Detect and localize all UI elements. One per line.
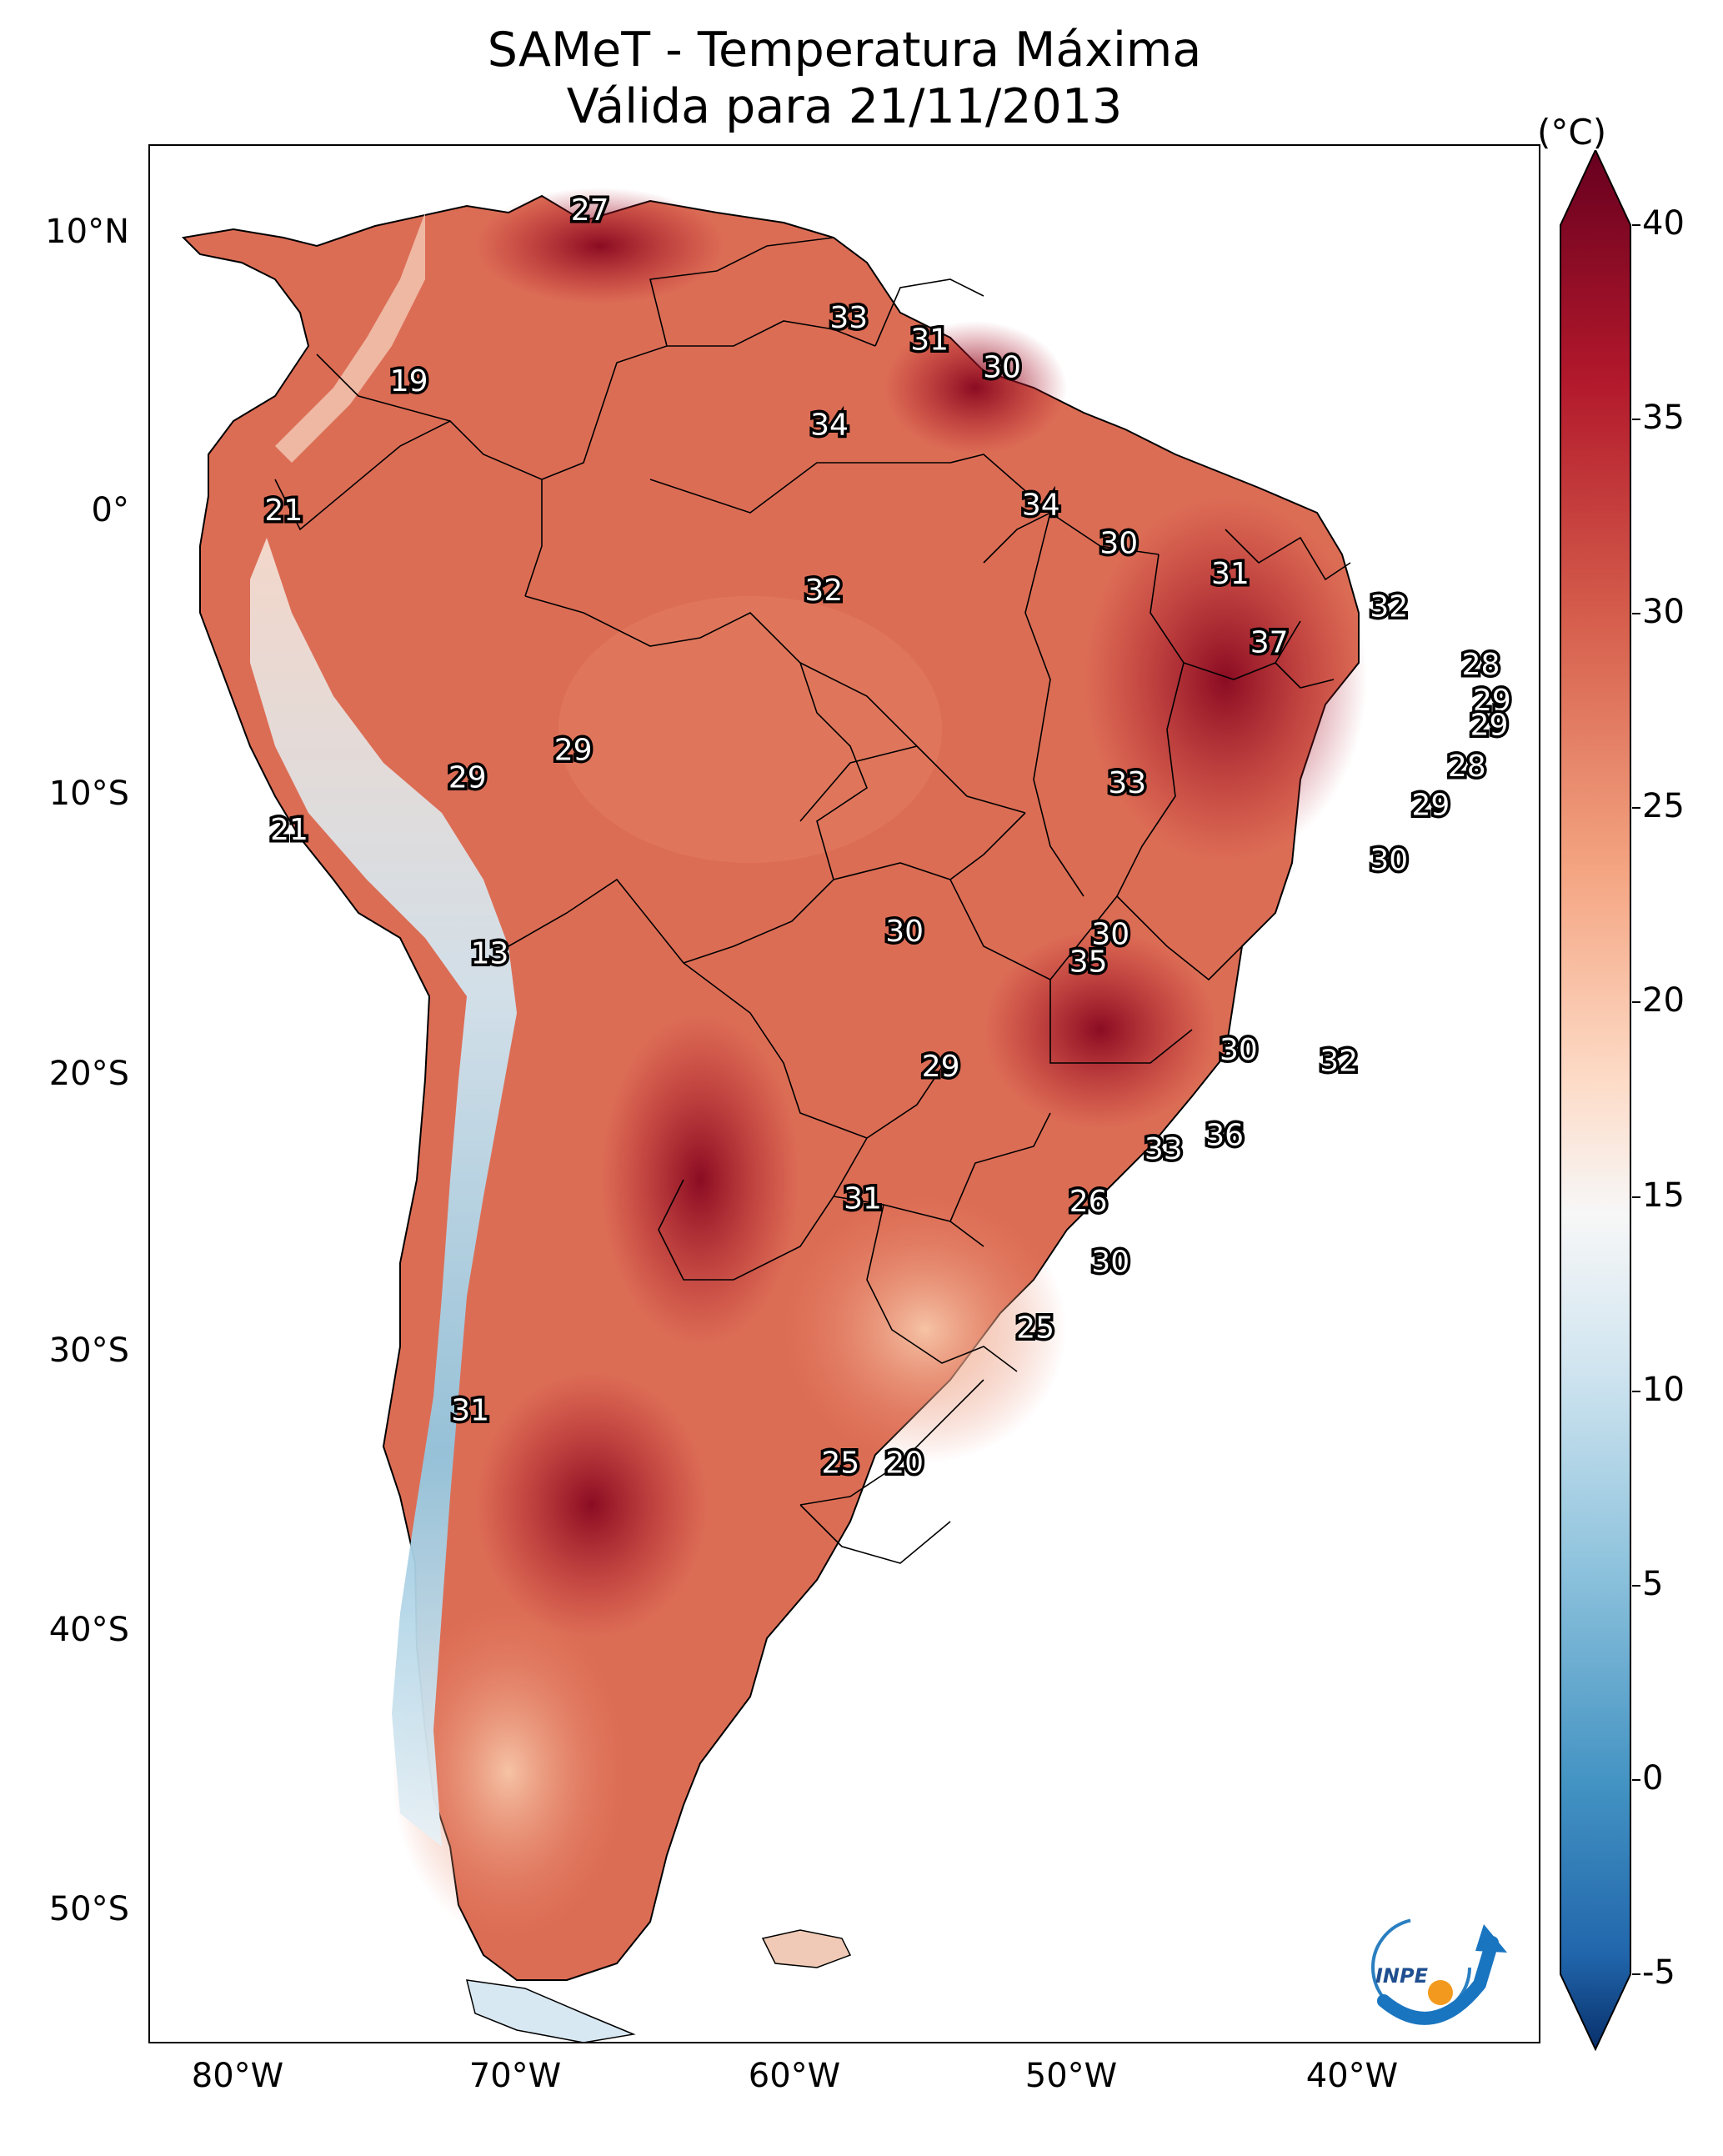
station-label: 13 <box>471 937 509 971</box>
station-label: 20 <box>885 1446 924 1480</box>
station-label: 32 <box>1370 590 1408 624</box>
station-label: 37 <box>1250 626 1289 660</box>
station-label: 25 <box>1016 1311 1054 1346</box>
lat-tick-50s: 50°S <box>48 1890 129 1928</box>
station-label: 30 <box>983 350 1021 384</box>
station-label: 21 <box>264 494 303 528</box>
lat-tick-40s: 40°S <box>48 1611 129 1649</box>
map-title: SAMeT - Temperatura Máxima <box>487 23 1202 78</box>
colorbar-tick-mark <box>1632 1584 1640 1587</box>
station-label: 34 <box>1022 489 1060 523</box>
colorbar-tick-mark <box>1632 419 1640 421</box>
station-label: 30 <box>885 915 924 949</box>
logo-swoosh <box>1377 1936 1499 2025</box>
colorbar-tick-mark <box>1632 224 1640 226</box>
hot-region-chaco <box>600 1013 800 1346</box>
station-label: 32 <box>1320 1044 1358 1078</box>
station-label: 28 <box>1448 750 1486 784</box>
map-panel: 27 33 31 30 34 19 21 34 30 32 31 32 37 28 29 29 29 29 28 29… <box>148 144 1540 2043</box>
lat-tick-30s: 30°S <box>48 1331 129 1370</box>
colorbar-tick-label: 10 <box>1642 1370 1685 1409</box>
station-label: 27 <box>571 193 609 228</box>
colorbar-tick-mark <box>1632 807 1640 810</box>
colombian-andes-cool <box>275 213 425 463</box>
mild-region-central <box>558 596 942 863</box>
station-label: 30 <box>1370 843 1408 877</box>
colorbar-tick-label: 20 <box>1642 981 1685 1020</box>
colorbar-tick-mark <box>1632 1001 1640 1004</box>
colorbar-tick-label: 25 <box>1642 787 1685 826</box>
lon-tick-60w: 60°W <box>748 2057 841 2095</box>
colorbar-tick-mark <box>1632 1196 1640 1198</box>
station-label: 29 <box>922 1050 960 1084</box>
lon-tick-70w: 70°W <box>468 2057 562 2095</box>
station-label: 29 <box>554 733 593 767</box>
colorbar-tick-label: 30 <box>1642 593 1685 632</box>
station-label: 30 <box>1099 527 1138 561</box>
logo-arrowhead <box>1475 1924 1507 1953</box>
station-label: 29 <box>1411 788 1450 822</box>
mild-region-south-brazil <box>784 1196 1067 1463</box>
station-label: 19 <box>390 364 428 399</box>
country-borders <box>274 237 1351 1564</box>
andes-cold-band <box>250 538 517 1847</box>
colorbar-tick-mark <box>1632 1390 1640 1392</box>
station-label: 25 <box>821 1446 859 1480</box>
mild-region-patagonia <box>392 1605 625 1938</box>
tierra-del-fuego <box>466 1979 636 2042</box>
map-subtitle: Válida para 21/11/2013 <box>566 79 1123 134</box>
logo-text: INPE <box>1375 1964 1429 1988</box>
colorbar-tick-label: 5 <box>1642 1564 1664 1603</box>
station-label: 29 <box>448 760 487 795</box>
station-label: 31 <box>1211 557 1250 591</box>
lon-tick-50w: 50°W <box>1024 2057 1118 2095</box>
station-label: 30 <box>1091 1245 1129 1279</box>
lon-tick-40w: 40°W <box>1305 2057 1399 2095</box>
lat-tick-20s: 20°S <box>48 1055 129 1093</box>
station-label: 30 <box>1091 918 1129 952</box>
colorbar <box>1560 150 1631 2051</box>
lat-tick-10s: 10°S <box>48 775 129 813</box>
station-label: 34 <box>810 409 849 443</box>
colorbar-tick-label: -5 <box>1642 1953 1675 1992</box>
station-label: 35 <box>1069 945 1108 980</box>
station-label: 33 <box>829 301 868 335</box>
colorbar-tick-mark <box>1632 1973 1640 1975</box>
station-label: 31 <box>451 1394 489 1428</box>
lat-tick-10n: 10°N <box>45 213 129 251</box>
colorbar-tick-label: 15 <box>1642 1176 1685 1215</box>
lat-tick-0: 0° <box>91 491 129 529</box>
hot-region-venezuela <box>475 188 725 304</box>
station-label: 26 <box>1069 1185 1108 1219</box>
hot-region-southeast <box>984 930 1217 1130</box>
station-label: 32 <box>804 574 843 608</box>
station-label: 31 <box>910 323 949 357</box>
station-label: 29 <box>1470 709 1509 743</box>
station-label: 21 <box>270 813 308 847</box>
colorbar-tick-mark <box>1632 1778 1640 1781</box>
colorbar-bar <box>1560 150 1631 2051</box>
colorbar-unit: (°C) <box>1537 112 1607 153</box>
station-label: 33 <box>1144 1132 1183 1166</box>
hot-region-pampas <box>475 1371 709 1638</box>
colorbar-tick-label: 40 <box>1642 204 1685 243</box>
colorbar-tick-mark <box>1632 613 1640 615</box>
station-label: 31 <box>844 1182 882 1216</box>
station-label: 28 <box>1462 648 1500 682</box>
colorbar-tick-label: 35 <box>1642 399 1685 438</box>
station-label: 29 <box>1473 684 1511 718</box>
colorbar-tick-label: 0 <box>1642 1758 1664 1798</box>
station-label: 36 <box>1205 1119 1244 1153</box>
inpe-logo: INPE <box>1371 1918 1507 2025</box>
lon-tick-80w: 80°W <box>191 2057 284 2095</box>
hot-region-amapa <box>884 321 1067 454</box>
station-label: 30 <box>1220 1033 1258 1067</box>
station-label: 33 <box>1108 766 1146 800</box>
logo-orange-dot <box>1428 1980 1453 2005</box>
falkland-islands <box>761 1929 852 1968</box>
